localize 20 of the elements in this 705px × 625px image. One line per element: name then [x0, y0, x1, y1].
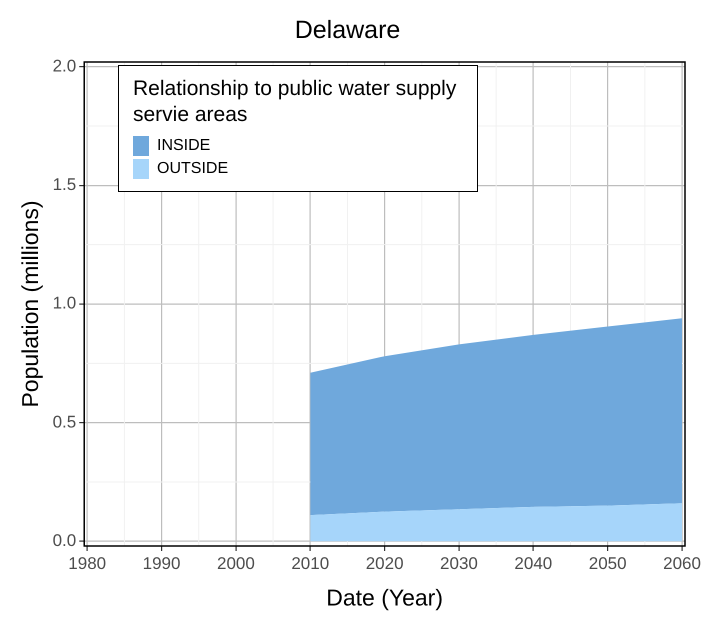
y-tick-label: 1.0 [52, 294, 76, 313]
y-axis-title: Population (millions) [17, 200, 44, 408]
x-tick-label: 2000 [216, 554, 255, 573]
y-tick-label: 2.0 [52, 56, 76, 76]
legend-label: OUTSIDE [157, 159, 228, 179]
x-tick-label: 2030 [440, 554, 478, 573]
legend-label: INSIDE [157, 136, 210, 156]
x-tick-label: 2020 [366, 554, 404, 573]
x-tick-label: 2060 [663, 554, 701, 573]
y-tick-label: 1.5 [52, 175, 76, 194]
x-tick-label: 1980 [68, 554, 106, 573]
x-tick-label: 2050 [588, 554, 627, 573]
chart-title: Delaware [294, 16, 400, 44]
x-axis-title: Date (Year) [326, 584, 443, 611]
y-tick-label: 0.5 [52, 412, 76, 432]
legend-title: Relationship to public water supply servie areas [133, 76, 458, 128]
x-tick-label: 2040 [514, 554, 552, 573]
x-tick-label: 1990 [142, 554, 180, 573]
y-tick-label: 0.0 [52, 530, 76, 550]
x-tick-label: 2010 [291, 554, 330, 573]
